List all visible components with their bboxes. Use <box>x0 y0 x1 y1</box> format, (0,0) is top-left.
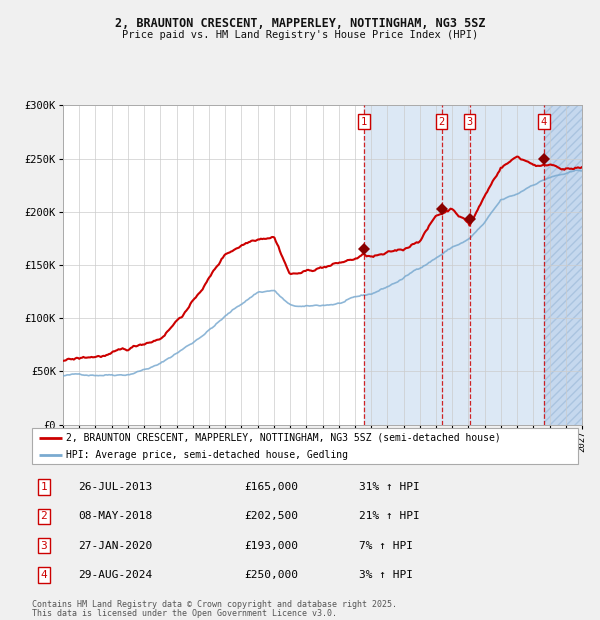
Text: 27-JAN-2020: 27-JAN-2020 <box>78 541 152 551</box>
Text: This data is licensed under the Open Government Licence v3.0.: This data is licensed under the Open Gov… <box>32 609 337 618</box>
Text: 3% ↑ HPI: 3% ↑ HPI <box>359 570 413 580</box>
Text: 7% ↑ HPI: 7% ↑ HPI <box>359 541 413 551</box>
Bar <box>364 105 582 425</box>
Text: £193,000: £193,000 <box>245 541 299 551</box>
Text: Price paid vs. HM Land Registry's House Price Index (HPI): Price paid vs. HM Land Registry's House … <box>122 30 478 40</box>
Text: 26-JUL-2013: 26-JUL-2013 <box>78 482 152 492</box>
Text: 1: 1 <box>361 117 367 126</box>
Text: 3: 3 <box>40 541 47 551</box>
Text: 3: 3 <box>466 117 473 126</box>
Text: 2, BRAUNTON CRESCENT, MAPPERLEY, NOTTINGHAM, NG3 5SZ: 2, BRAUNTON CRESCENT, MAPPERLEY, NOTTING… <box>115 17 485 30</box>
FancyBboxPatch shape <box>32 428 578 464</box>
Text: 4: 4 <box>40 570 47 580</box>
Text: HPI: Average price, semi-detached house, Gedling: HPI: Average price, semi-detached house,… <box>66 450 348 460</box>
Text: £165,000: £165,000 <box>245 482 299 492</box>
Bar <box>544 105 582 425</box>
Text: 4: 4 <box>541 117 547 126</box>
Text: £250,000: £250,000 <box>245 570 299 580</box>
Text: Contains HM Land Registry data © Crown copyright and database right 2025.: Contains HM Land Registry data © Crown c… <box>32 600 397 609</box>
Text: £202,500: £202,500 <box>245 512 299 521</box>
Text: 2, BRAUNTON CRESCENT, MAPPERLEY, NOTTINGHAM, NG3 5SZ (semi-detached house): 2, BRAUNTON CRESCENT, MAPPERLEY, NOTTING… <box>66 433 501 443</box>
Text: 2: 2 <box>40 512 47 521</box>
Text: 29-AUG-2024: 29-AUG-2024 <box>78 570 152 580</box>
Text: 2: 2 <box>439 117 445 126</box>
Text: 31% ↑ HPI: 31% ↑ HPI <box>359 482 420 492</box>
Text: 08-MAY-2018: 08-MAY-2018 <box>78 512 152 521</box>
Text: 21% ↑ HPI: 21% ↑ HPI <box>359 512 420 521</box>
Text: 1: 1 <box>40 482 47 492</box>
Bar <box>544 105 582 425</box>
